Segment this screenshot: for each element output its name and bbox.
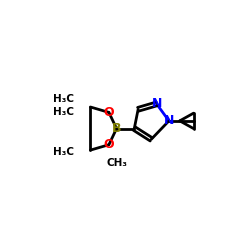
Text: O: O bbox=[104, 138, 114, 151]
Text: B: B bbox=[112, 122, 121, 135]
Text: H₃C: H₃C bbox=[53, 94, 74, 104]
Text: H₃C: H₃C bbox=[53, 147, 74, 157]
Text: N: N bbox=[164, 114, 174, 127]
Text: CH₃: CH₃ bbox=[106, 158, 128, 168]
Text: H₃C: H₃C bbox=[53, 108, 74, 118]
Text: N: N bbox=[152, 98, 162, 110]
Text: O: O bbox=[104, 106, 114, 119]
